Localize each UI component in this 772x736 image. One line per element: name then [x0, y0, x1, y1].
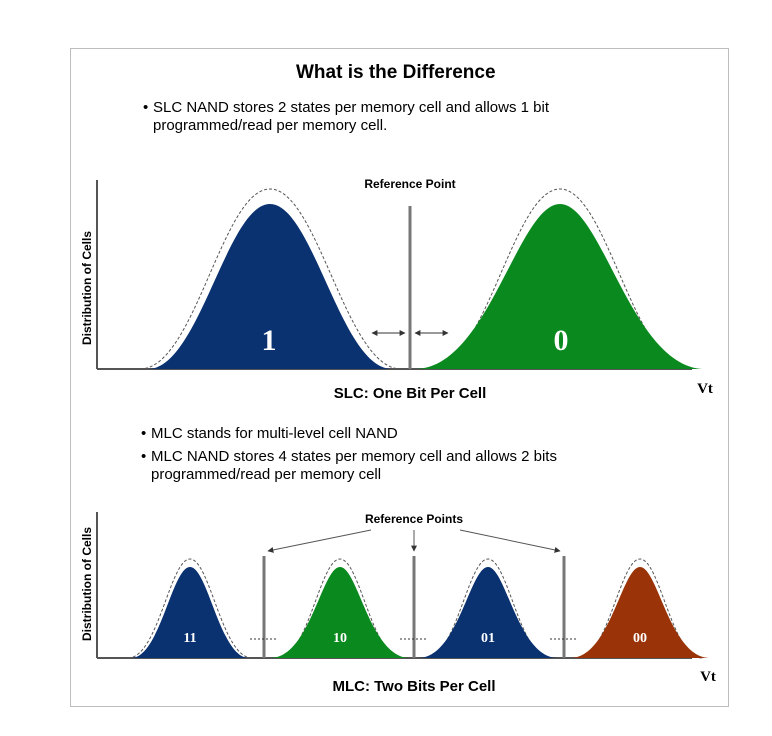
slc-distribution-0 [415, 204, 705, 369]
mlc-distribution-00 [570, 567, 710, 658]
mlc-caption: MLC: Two Bits Per Cell [332, 678, 495, 695]
mlc-state-label: 01 [481, 631, 495, 646]
mlc-envelope-11 [127, 558, 253, 659]
bullet-dot: • [141, 448, 147, 465]
mlc-chart: 11 10 01 00 Reference Points Distributio… [80, 512, 716, 695]
mlc-reference-label: Reference Points [365, 512, 463, 526]
bullet-line: programmed/read per memory cell. [153, 117, 388, 134]
page-title: What is the Difference [296, 62, 496, 83]
bullet-line: programmed/read per memory cell [151, 466, 382, 483]
bullet-dot: • [141, 425, 147, 442]
slc-y-axis-label: Distribution of Cells [80, 231, 94, 345]
mlc-state-label: 11 [183, 631, 196, 646]
bullet-line: MLC stands for multi-level cell NAND [151, 425, 398, 442]
slc-x-axis-label: Vt [697, 381, 713, 397]
mlc-distribution-10 [270, 567, 410, 658]
mlc-state-label: 00 [633, 631, 647, 646]
mlc-bullet-1: • MLC stands for multi-level cell NAND [141, 425, 398, 443]
mlc-envelope-00 [577, 558, 703, 659]
slc-caption: SLC: One Bit Per Cell [334, 385, 487, 402]
mlc-bullet-2: • MLC NAND stores 4 states per memory ce… [141, 448, 557, 484]
mlc-envelope-10 [277, 558, 403, 659]
slc-distribution-1 [148, 204, 392, 369]
bullet-line: MLC NAND stores 4 states per memory cell… [151, 448, 557, 465]
diagram-frame [70, 48, 729, 707]
mlc-distribution-11 [131, 567, 249, 658]
slc-bullet-1: • SLC NAND stores 2 states per memory ce… [143, 99, 549, 135]
mlc-envelope-01 [425, 558, 551, 659]
mlc-y-axis-label: Distribution of Cells [80, 527, 94, 641]
slc-state-label: 0 [554, 324, 569, 357]
mlc-distribution-01 [418, 567, 558, 658]
slc-envelope-1 [139, 188, 402, 370]
slc-state-label: 1 [262, 324, 277, 357]
bullet-dot: • [143, 99, 149, 116]
bullet-line: SLC NAND stores 2 states per memory cell… [153, 99, 549, 116]
mlc-x-axis-label: Vt [700, 669, 716, 685]
mlc-state-label: 10 [333, 631, 347, 646]
mlc-pointer-3 [459, 529, 561, 553]
slc-chart: 1 0 Reference Point Distribution of Cell… [80, 177, 713, 402]
slc-reference-label: Reference Point [364, 177, 455, 191]
mlc-pointer-1 [267, 529, 372, 553]
